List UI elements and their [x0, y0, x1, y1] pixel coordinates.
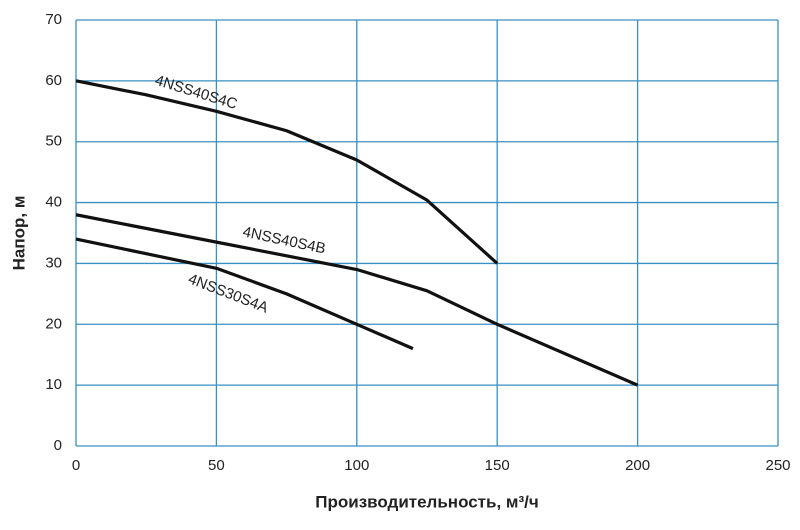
x-tick-label: 0	[72, 457, 80, 474]
x-tick-label: 150	[485, 457, 510, 474]
series-line	[75, 237, 414, 351]
y-tick-label: 60	[45, 72, 62, 89]
series-label: 4NSS30S4A	[186, 270, 271, 316]
series-line	[75, 79, 499, 265]
y-tick-label: 40	[45, 194, 62, 211]
series-line	[75, 213, 639, 387]
y-tick-label: 20	[45, 315, 62, 332]
x-tick-label: 250	[765, 457, 790, 474]
y-tick-label: 10	[45, 376, 62, 393]
x-tick-label: 200	[625, 457, 650, 474]
y-tick-label: 0	[54, 437, 62, 454]
y-tick-label: 30	[45, 254, 62, 271]
x-axis-title: Производительность, м³/ч	[315, 492, 538, 511]
y-tick-label: 50	[45, 133, 62, 150]
series-label: 4NSS40S4B	[241, 223, 327, 257]
y-axis-title: Напор, м	[9, 196, 28, 271]
x-tick-label: 100	[344, 457, 369, 474]
x-tick-label: 50	[208, 457, 225, 474]
y-tick-label: 70	[45, 11, 62, 28]
